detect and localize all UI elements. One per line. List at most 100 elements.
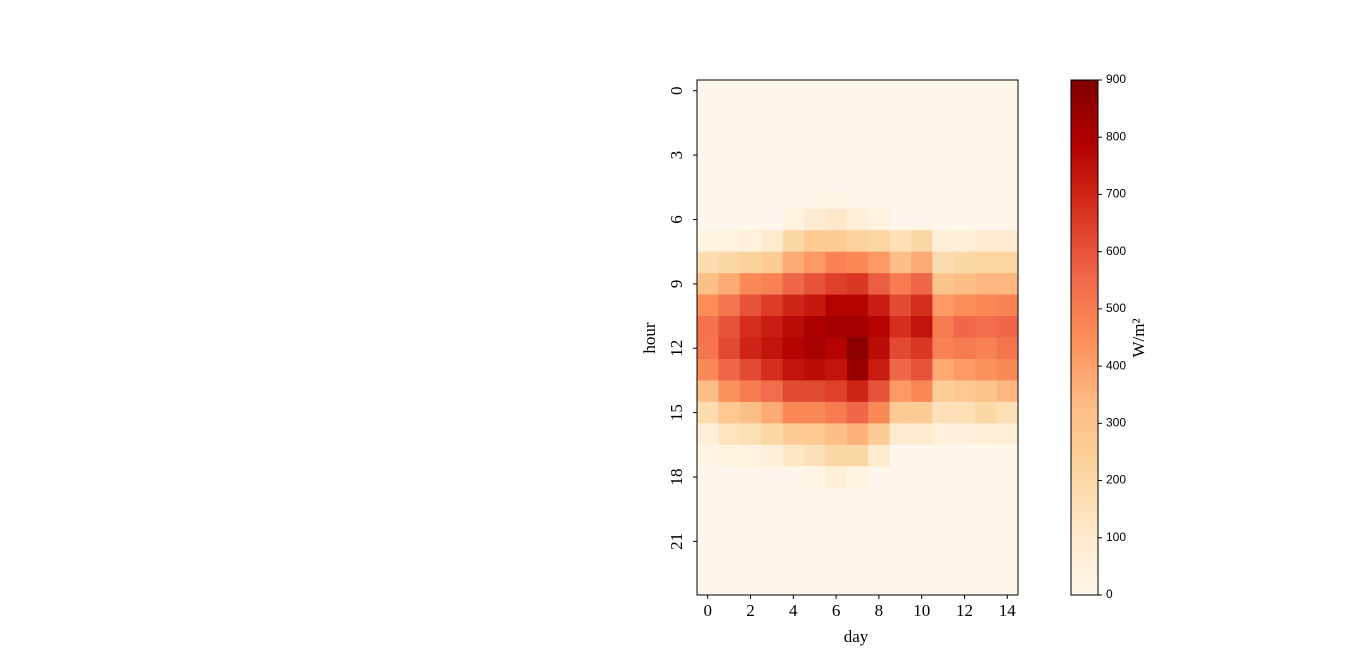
- heatmap-cell: [996, 273, 1019, 296]
- heatmap-cell: [761, 101, 784, 124]
- heatmap-cell: [932, 101, 955, 124]
- colorbar-tick-label: 0: [1106, 587, 1113, 601]
- heatmap-cell: [697, 380, 719, 403]
- heatmap-cell: [889, 230, 912, 253]
- heatmap-cell: [782, 444, 805, 467]
- heatmap-cell: [975, 401, 998, 424]
- heatmap-cell: [911, 573, 933, 596]
- heatmap-cell: [804, 530, 826, 553]
- heatmap-cell: [739, 466, 762, 489]
- heatmap-cell: [697, 80, 719, 102]
- heatmap-cell: [996, 423, 1019, 446]
- heatmap-cell: [825, 358, 848, 381]
- heatmap-cell: [739, 165, 762, 188]
- heatmap-cell: [825, 401, 848, 424]
- heatmap-cell: [911, 316, 933, 338]
- heatmap-cell: [975, 294, 998, 317]
- heatmap-cell: [697, 122, 719, 145]
- heatmap-cell: [697, 466, 719, 489]
- heatmap-cell: [804, 230, 826, 253]
- heatmap-cell: [953, 380, 976, 403]
- heatmap-cell: [825, 444, 848, 467]
- plot-frame: [696, 79, 1019, 596]
- heatmap-cell: [782, 101, 805, 124]
- heatmap-cell: [996, 316, 1019, 338]
- heatmap-cell: [846, 294, 869, 317]
- heatmap-cell: [739, 552, 762, 575]
- heatmap-cell: [761, 122, 784, 145]
- heatmap-cell: [804, 509, 826, 532]
- heatmap-cell: [932, 316, 955, 338]
- heatmap-cell: [804, 466, 826, 489]
- heatmap-cell: [911, 530, 933, 553]
- heatmap-cell: [889, 401, 912, 424]
- heatmap-cell: [996, 122, 1019, 145]
- heatmap-cell: [718, 444, 741, 467]
- heatmap-cell: [782, 230, 805, 253]
- heatmap-cell: [868, 487, 891, 510]
- heatmap-cell: [953, 144, 976, 167]
- heatmap-cell: [953, 573, 976, 596]
- heatmap-cell: [718, 530, 741, 553]
- heatmap-cell: [996, 80, 1019, 102]
- heatmap-cell: [889, 273, 912, 296]
- heatmap-cell: [782, 423, 805, 446]
- heatmap-cell: [932, 80, 955, 102]
- heatmap-cell: [846, 101, 869, 124]
- y-tick-label: 0: [667, 86, 686, 95]
- heatmap-cell: [825, 573, 848, 596]
- heatmap-cell: [804, 165, 826, 188]
- x-tick-label: 12: [956, 601, 973, 620]
- heatmap-cell: [975, 358, 998, 381]
- heatmap-cell: [975, 423, 998, 446]
- heatmap-cell: [953, 444, 976, 467]
- heatmap-cell: [718, 509, 741, 532]
- heatmap-cell: [825, 316, 848, 338]
- heatmap-cell: [868, 530, 891, 553]
- heatmap-cell: [889, 251, 912, 274]
- heatmap-cell: [996, 101, 1019, 124]
- heatmap-cell: [846, 358, 869, 381]
- heatmap-cell: [932, 187, 955, 210]
- heatmap-cell: [975, 122, 998, 145]
- heatmap-cell: [975, 380, 998, 403]
- heatmap-cell: [739, 187, 762, 210]
- heatmap-cell: [975, 316, 998, 338]
- heatmap-cell: [911, 101, 933, 124]
- heatmap-cell: [825, 273, 848, 296]
- heatmap-cell: [932, 230, 955, 253]
- heatmap-cell: [697, 444, 719, 467]
- heatmap-cell: [804, 358, 826, 381]
- colorbar-tick-label: 500: [1106, 301, 1126, 315]
- heatmap-cell: [953, 80, 976, 102]
- heatmap-cell: [782, 466, 805, 489]
- y-tick-label: 21: [667, 533, 686, 550]
- heatmap-cell: [889, 337, 912, 360]
- y-tick-label: 3: [667, 151, 686, 160]
- heatmap-cell: [996, 573, 1019, 596]
- heatmap-cell: [697, 573, 719, 596]
- y-tick-label: 18: [667, 468, 686, 485]
- heatmap-cell: [761, 423, 784, 446]
- heatmap-cell: [953, 294, 976, 317]
- heatmap-cell: [846, 380, 869, 403]
- heatmap-cell: [911, 466, 933, 489]
- heatmap-cell: [761, 273, 784, 296]
- y-tick-label: 6: [667, 215, 686, 224]
- heatmap-cell: [953, 251, 976, 274]
- heatmap-cell: [804, 337, 826, 360]
- heatmap-cell: [868, 251, 891, 274]
- heatmap-cell: [825, 487, 848, 510]
- heatmap-cell: [718, 552, 741, 575]
- heatmap-cell: [761, 487, 784, 510]
- heatmap-cell: [889, 552, 912, 575]
- heatmap-cell: [739, 208, 762, 231]
- heatmap-cell: [868, 122, 891, 145]
- heatmap-cell: [868, 573, 891, 596]
- heatmap-cell: [911, 423, 933, 446]
- heatmap-cell: [953, 401, 976, 424]
- heatmap-cell: [911, 144, 933, 167]
- heatmap-cell: [846, 466, 869, 489]
- heatmap-cell: [697, 401, 719, 424]
- heatmap-cell: [718, 165, 741, 188]
